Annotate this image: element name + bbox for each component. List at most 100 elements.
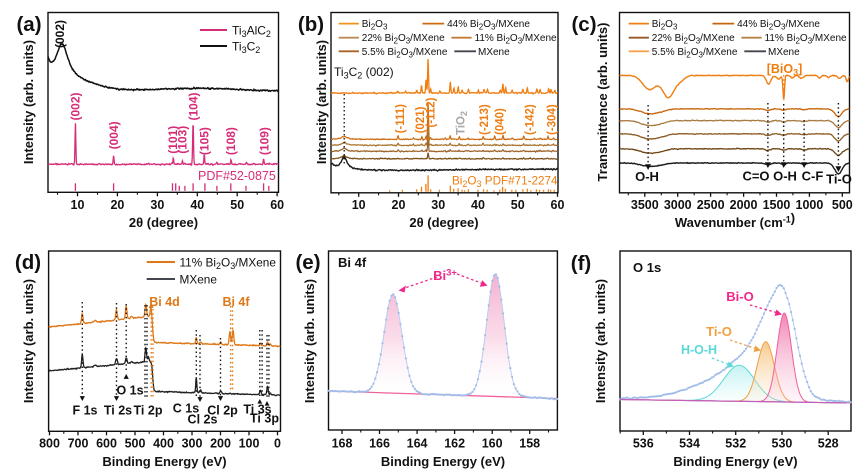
svg-text:Bi2O3 PDF#71-2274: Bi2O3 PDF#71-2274 xyxy=(452,175,558,190)
svg-text:10: 10 xyxy=(352,198,366,212)
svg-text:2000: 2000 xyxy=(730,198,758,212)
svg-text:Intensity (arb. units): Intensity (arb. units) xyxy=(21,279,36,403)
svg-text:(101): (101) xyxy=(166,126,180,154)
svg-text:536: 536 xyxy=(633,437,654,451)
svg-text:Bi-O: Bi-O xyxy=(726,289,753,304)
svg-text:60: 60 xyxy=(270,198,284,212)
svg-text:700: 700 xyxy=(68,437,89,451)
svg-text:5.5% Bi2O3/MXene: 5.5% Bi2O3/MXene xyxy=(362,47,448,60)
svg-text:30: 30 xyxy=(431,198,445,212)
svg-text:11% Bi2O3/MXene: 11% Bi2O3/MXene xyxy=(765,33,848,46)
svg-text:Ti-O: Ti-O xyxy=(706,324,732,339)
svg-text:(c): (c) xyxy=(571,13,596,36)
svg-text:(004): (004) xyxy=(107,121,121,149)
svg-text:(-111): (-111) xyxy=(395,104,407,134)
svg-text:Intensity (arb. units): Intensity (arb. units) xyxy=(21,40,36,164)
svg-text:(109): (109) xyxy=(257,127,271,155)
svg-text:PDF#52-0875: PDF#52-0875 xyxy=(198,169,276,183)
svg-text:50: 50 xyxy=(230,198,244,212)
svg-text:532: 532 xyxy=(725,437,746,451)
svg-text:528: 528 xyxy=(818,437,839,451)
svg-text:(-213): (-213) xyxy=(479,104,491,135)
svg-text:Bi2O3: Bi2O3 xyxy=(362,19,388,32)
svg-text:(104): (104) xyxy=(187,92,201,120)
svg-text:Ti 3p: Ti 3p xyxy=(250,412,279,426)
svg-text:44% Bi2O3/MXene: 44% Bi2O3/MXene xyxy=(737,19,820,32)
svg-text:22% Bi2O3/MXene: 22% Bi2O3/MXene xyxy=(652,33,735,46)
svg-text:2500: 2500 xyxy=(697,198,725,212)
svg-text:160: 160 xyxy=(482,437,503,451)
svg-text:(b): (b) xyxy=(298,13,324,36)
svg-text:500: 500 xyxy=(125,437,146,451)
svg-text:Cl 2s: Cl 2s xyxy=(188,413,218,427)
svg-text:[BiO3]: [BiO3] xyxy=(767,62,803,78)
svg-text:(040): (040) xyxy=(495,108,507,135)
svg-text:Intensity (arb. units): Intensity (arb. units) xyxy=(593,279,608,403)
svg-text:Intensity (arb. units): Intensity (arb. units) xyxy=(314,40,329,164)
svg-text:30: 30 xyxy=(150,198,164,212)
svg-text:44% Bi2O3/MXene: 44% Bi2O3/MXene xyxy=(447,19,530,32)
svg-text:C-F: C-F xyxy=(802,169,824,184)
svg-text:162: 162 xyxy=(444,437,465,451)
svg-text:(d): (d) xyxy=(15,251,41,274)
svg-text:164: 164 xyxy=(407,437,428,451)
svg-text:Bi 4f: Bi 4f xyxy=(338,255,367,270)
svg-text:530: 530 xyxy=(772,437,793,451)
svg-text:166: 166 xyxy=(369,437,390,451)
svg-text:Ti 2s: Ti 2s xyxy=(104,404,132,418)
svg-text:(-304): (-304) xyxy=(547,104,559,135)
svg-text:600: 600 xyxy=(96,437,117,451)
svg-text:Ti 3s: Ti 3s xyxy=(243,403,271,417)
svg-text:10: 10 xyxy=(71,198,85,212)
svg-text:11% Bi2O3/MXene: 11% Bi2O3/MXene xyxy=(475,33,558,46)
svg-text:40: 40 xyxy=(190,198,204,212)
svg-text:F 1s: F 1s xyxy=(72,404,97,418)
svg-text:20: 20 xyxy=(110,198,124,212)
svg-text:20: 20 xyxy=(392,198,406,212)
svg-text:200: 200 xyxy=(210,437,231,451)
svg-text:Binding Energy (eV): Binding Energy (eV) xyxy=(381,454,505,469)
svg-text:Ti-O: Ti-O xyxy=(826,172,852,187)
svg-text:(105): (105) xyxy=(198,127,212,155)
svg-text:3000: 3000 xyxy=(664,198,692,212)
svg-text:534: 534 xyxy=(679,437,700,451)
svg-text:158: 158 xyxy=(519,437,540,451)
svg-text:400: 400 xyxy=(153,437,174,451)
svg-text:Binding Energy (eV): Binding Energy (eV) xyxy=(102,454,226,469)
svg-text:O-H: O-H xyxy=(773,169,797,184)
svg-text:C=O: C=O xyxy=(742,169,769,184)
svg-text:Wavenumber (cm-1): Wavenumber (cm-1) xyxy=(675,211,795,231)
svg-text:(-112): (-112) xyxy=(426,97,438,127)
svg-text:O-H: O-H xyxy=(635,169,659,184)
svg-text:H-O-H: H-O-H xyxy=(681,343,717,357)
svg-text:168: 168 xyxy=(332,437,353,451)
svg-text:3500: 3500 xyxy=(631,198,659,212)
svg-text:O 1s: O 1s xyxy=(116,384,143,398)
svg-text:(-142): (-142) xyxy=(524,104,536,135)
svg-text:Ti3C2: Ti3C2 xyxy=(232,40,260,56)
svg-text:(e): (e) xyxy=(295,251,320,274)
svg-text:11% Bi2O3/MXene: 11% Bi2O3/MXene xyxy=(180,256,277,272)
svg-text:Ti 2p: Ti 2p xyxy=(134,404,163,418)
svg-text:Intensity (arb. units): Intensity (arb. units) xyxy=(302,279,317,403)
svg-text:MXene: MXene xyxy=(478,47,510,58)
svg-text:(002): (002) xyxy=(69,92,83,120)
svg-text:(002): (002) xyxy=(53,20,67,48)
svg-text:2θ (degree): 2θ (degree) xyxy=(129,215,198,230)
svg-text:(f): (f) xyxy=(571,252,591,275)
svg-text:Bi 4d: Bi 4d xyxy=(149,295,180,309)
svg-text:Bi2O3: Bi2O3 xyxy=(652,19,678,32)
svg-text:0: 0 xyxy=(274,437,281,451)
svg-text:300: 300 xyxy=(182,437,203,451)
svg-text:O 1s: O 1s xyxy=(633,260,661,275)
svg-text:60: 60 xyxy=(551,198,565,212)
svg-text:C 1s: C 1s xyxy=(173,402,199,416)
svg-text:1000: 1000 xyxy=(796,198,824,212)
svg-text:1500: 1500 xyxy=(763,198,791,212)
svg-text:(108): (108) xyxy=(224,127,238,155)
svg-text:50: 50 xyxy=(511,198,525,212)
svg-text:TiO2: TiO2 xyxy=(456,111,470,135)
svg-text:(021): (021) xyxy=(415,106,427,133)
svg-text:5.5% Bi2O3/MXene: 5.5% Bi2O3/MXene xyxy=(652,47,738,60)
svg-text:800: 800 xyxy=(39,437,60,451)
